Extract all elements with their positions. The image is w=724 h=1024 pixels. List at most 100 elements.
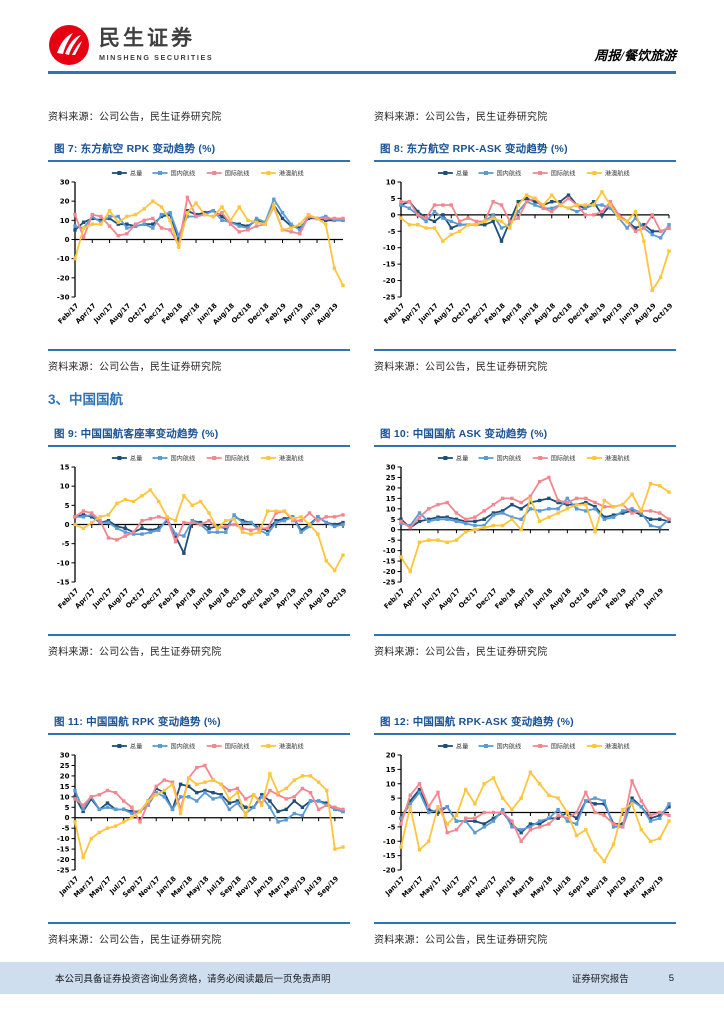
svg-text:总量: 总量 <box>456 454 468 462</box>
svg-text:20: 20 <box>386 752 396 760</box>
svg-text:国际航线: 国际航线 <box>551 454 576 462</box>
brand-text: 民生证券 MINSHENG SECURITIES <box>99 28 214 62</box>
figure-row-2: 图 9: 中国国航客座率变动趋势 (%) -15 -10 -5 0 5 10 15 Feb/1… <box>48 426 676 658</box>
svg-text:-10: -10 <box>57 255 70 263</box>
svg-text:25: 25 <box>386 474 396 482</box>
figure-10-chart: -25 -20 -15 -10 -5 0 5 10 15 20 25 30 Feb/17 Apr/17 Ju… <box>374 447 676 636</box>
source-note: 资料来源：公司公告，民生证券研究院 <box>48 647 222 658</box>
svg-text:港澳航线: 港澳航线 <box>279 169 304 177</box>
svg-text:0: 0 <box>391 211 396 219</box>
figure-9: 图 9: 中国国航客座率变动趋势 (%) -15 -10 -5 0 5 10 15 Feb/1… <box>48 426 350 658</box>
svg-text:港澳航线: 港澳航线 <box>605 169 630 177</box>
svg-text:国内航线: 国内航线 <box>497 742 522 750</box>
source-note: 资料来源：公司公告，民生证券研究院 <box>48 112 222 123</box>
svg-text:-10: -10 <box>383 838 396 846</box>
svg-text:国内航线: 国内航线 <box>497 169 522 177</box>
svg-text:国内航线: 国内航线 <box>171 742 196 750</box>
svg-text:5: 5 <box>391 795 396 803</box>
svg-text:0: 0 <box>391 809 396 817</box>
svg-text:Apr/19: Apr/19 <box>623 587 647 611</box>
svg-text:15: 15 <box>60 783 70 791</box>
svg-text:5: 5 <box>391 195 396 203</box>
svg-text:-30: -30 <box>57 294 70 302</box>
svg-text:30: 30 <box>60 179 70 187</box>
footer-right: 证券研究报告 5 <box>572 971 674 986</box>
svg-text:-20: -20 <box>383 568 396 576</box>
svg-text:国际航线: 国际航线 <box>551 169 576 177</box>
figure-11-caption: 图 11: 中国国航 RPK 变动趋势 (%) <box>48 714 350 735</box>
source-note: 资料来源：公司公告，民生证券研究院 <box>374 112 548 123</box>
svg-text:10: 10 <box>60 793 70 801</box>
footer-disclaimer: 本公司具备证券投资咨询业务资格，请务必阅读最后一页免责声明 <box>55 974 331 985</box>
svg-text:-5: -5 <box>62 825 70 833</box>
svg-text:-20: -20 <box>57 856 70 864</box>
svg-text:Apr/17: Apr/17 <box>401 587 425 611</box>
svg-text:总量: 总量 <box>130 742 142 750</box>
source-note: 资料来源：公司公告，民生证券研究院 <box>374 935 548 946</box>
svg-text:-20: -20 <box>383 277 396 285</box>
figure-12-chart: -20 -15 -10 -5 0 5 10 15 20 Jan/17 Mar/17 May/17 Jul… <box>374 735 676 924</box>
svg-text:-5: -5 <box>62 540 70 548</box>
figure-8-caption: 图 8: 东方航空 RPK-ASK 变动趋势 (%) <box>374 141 676 162</box>
svg-text:15: 15 <box>386 495 396 503</box>
footer-page-number: 5 <box>668 972 674 984</box>
svg-text:港澳航线: 港澳航线 <box>605 742 630 750</box>
brand-logo: 民生证券 MINSHENG SECURITIES <box>48 24 213 66</box>
svg-text:-15: -15 <box>57 579 70 587</box>
figure-7-chart: -30 -20 -10 0 10 20 30 Feb/17 Apr/17 Jun/17 Aug/17… <box>48 162 350 351</box>
figure-10: 图 10: 中国国航 ASK 变动趋势 (%) -25 -20 -15 -10 -5 0 5… <box>374 426 676 658</box>
svg-text:-25: -25 <box>383 294 396 302</box>
svg-text:-10: -10 <box>383 244 396 252</box>
figure-9-chart: -15 -10 -5 0 5 10 15 Feb/17 Apr/17 Jun/17 Aug/17 Oc… <box>48 447 350 636</box>
svg-text:30: 30 <box>386 464 396 472</box>
svg-text:-15: -15 <box>383 852 396 860</box>
page-footer: 本公司具备证券投资咨询业务资格，请务必阅读最后一页免责声明 证券研究报告 5 <box>0 962 724 994</box>
svg-text:Apr/18: Apr/18 <box>512 587 536 611</box>
svg-text:10: 10 <box>386 505 396 513</box>
svg-text:30: 30 <box>60 752 70 760</box>
svg-text:5: 5 <box>391 516 396 524</box>
svg-text:总量: 总量 <box>456 742 468 750</box>
svg-text:-25: -25 <box>383 579 396 587</box>
source-note: 资料来源：公司公告，民生证券研究院 <box>374 362 548 373</box>
page-header: 民生证券 MINSHENG SECURITIES 周报/餐饮旅游 <box>48 0 676 74</box>
svg-text:国际航线: 国际航线 <box>225 742 250 750</box>
svg-text:-10: -10 <box>383 547 396 555</box>
svg-text:-5: -5 <box>388 823 396 831</box>
svg-text:-15: -15 <box>383 261 396 269</box>
svg-text:国际航线: 国际航线 <box>225 169 250 177</box>
svg-text:10: 10 <box>60 217 70 225</box>
svg-text:国内航线: 国内航线 <box>497 454 522 462</box>
figure-10-caption: 图 10: 中国国航 ASK 变动趋势 (%) <box>374 426 676 447</box>
figure-7-caption: 图 7: 东方航空 RPK 变动趋势 (%) <box>48 141 350 162</box>
source-note: 资料来源：公司公告，民生证券研究院 <box>374 647 548 658</box>
brand-name-en: MINSHENG SECURITIES <box>99 52 214 62</box>
svg-text:-10: -10 <box>57 835 70 843</box>
svg-text:20: 20 <box>386 484 396 492</box>
svg-text:15: 15 <box>386 766 396 774</box>
svg-text:-15: -15 <box>57 846 70 854</box>
figure-7: 图 7: 东方航空 RPK 变动趋势 (%) -30 -20 -10 0 10 20 30 F… <box>48 141 350 373</box>
section-heading: 3、中国国航 <box>48 392 124 407</box>
svg-text:-20: -20 <box>383 867 396 875</box>
svg-text:总量: 总量 <box>130 169 142 177</box>
figure-8: 图 8: 东方航空 RPK-ASK 变动趋势 (%) -25 -20 -15 -10 -… <box>374 141 676 373</box>
svg-text:港澳航线: 港澳航线 <box>605 454 630 462</box>
report-category: 周报/餐饮旅游 <box>594 48 676 63</box>
svg-text:0: 0 <box>65 236 70 244</box>
svg-text:5: 5 <box>65 502 70 510</box>
svg-text:10: 10 <box>386 780 396 788</box>
svg-text:-25: -25 <box>57 867 70 875</box>
svg-text:总量: 总量 <box>456 169 468 177</box>
svg-text:5: 5 <box>65 804 70 812</box>
svg-text:20: 20 <box>60 772 70 780</box>
figure-row-3: 图 11: 中国国航 RPK 变动趋势 (%) -25 -20 -15 -10 -5 0 5… <box>48 714 676 946</box>
carryover-source-row: 资料来源：公司公告，民生证券研究院 资料来源：公司公告，民生证券研究院 <box>48 108 676 123</box>
svg-text:-20: -20 <box>57 274 70 282</box>
svg-text:-10: -10 <box>57 559 70 567</box>
svg-text:0: 0 <box>65 521 70 529</box>
figure-row-1: 图 7: 东方航空 RPK 变动趋势 (%) -30 -20 -10 0 10 20 30 F… <box>48 141 676 373</box>
svg-text:10: 10 <box>60 483 70 491</box>
svg-text:25: 25 <box>60 762 70 770</box>
